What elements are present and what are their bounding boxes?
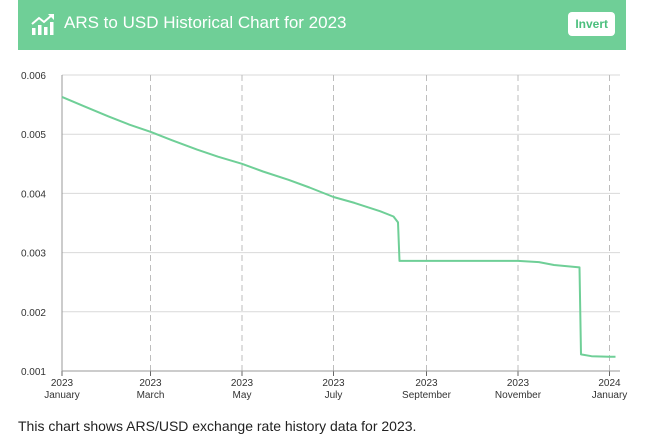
x-tick-month: January <box>44 390 80 401</box>
x-tick-year: 2023 <box>415 378 438 389</box>
y-tick-label: 0.003 <box>21 249 46 260</box>
y-tick-label: 0.006 <box>21 71 46 82</box>
y-tick-label: 0.004 <box>21 189 46 200</box>
page-title: ARS to USD Historical Chart for 2023 <box>64 13 347 32</box>
x-tick-month: November <box>495 390 542 401</box>
chart-caption: This chart shows ARS/USD exchange rate h… <box>18 418 417 434</box>
x-tick-year: 2024 <box>598 378 621 389</box>
y-tick-label: 0.001 <box>21 367 46 378</box>
x-tick-year: 2023 <box>231 378 254 389</box>
y-tick-label: 0.005 <box>21 130 46 141</box>
x-tick-month: March <box>137 390 165 401</box>
x-tick-year: 2023 <box>51 378 74 389</box>
chart-header: ARS to USD Historical Chart for 2023 Inv… <box>18 0 626 50</box>
x-tick-month: September <box>402 390 452 401</box>
trend-up-icon <box>31 14 54 35</box>
x-tick-month: May <box>233 390 252 401</box>
x-tick-month: July <box>325 390 343 401</box>
exchange-rate-chart: 0.0010.0020.0030.0040.0050.0062023Januar… <box>21 71 628 401</box>
invert-button[interactable]: Invert <box>568 12 615 36</box>
x-tick-year: 2023 <box>322 378 345 389</box>
x-tick-year: 2023 <box>507 378 530 389</box>
y-tick-label: 0.002 <box>21 308 46 319</box>
x-tick-year: 2023 <box>139 378 162 389</box>
exchange-rate-line <box>61 95 616 358</box>
x-tick-month: January <box>592 390 628 401</box>
